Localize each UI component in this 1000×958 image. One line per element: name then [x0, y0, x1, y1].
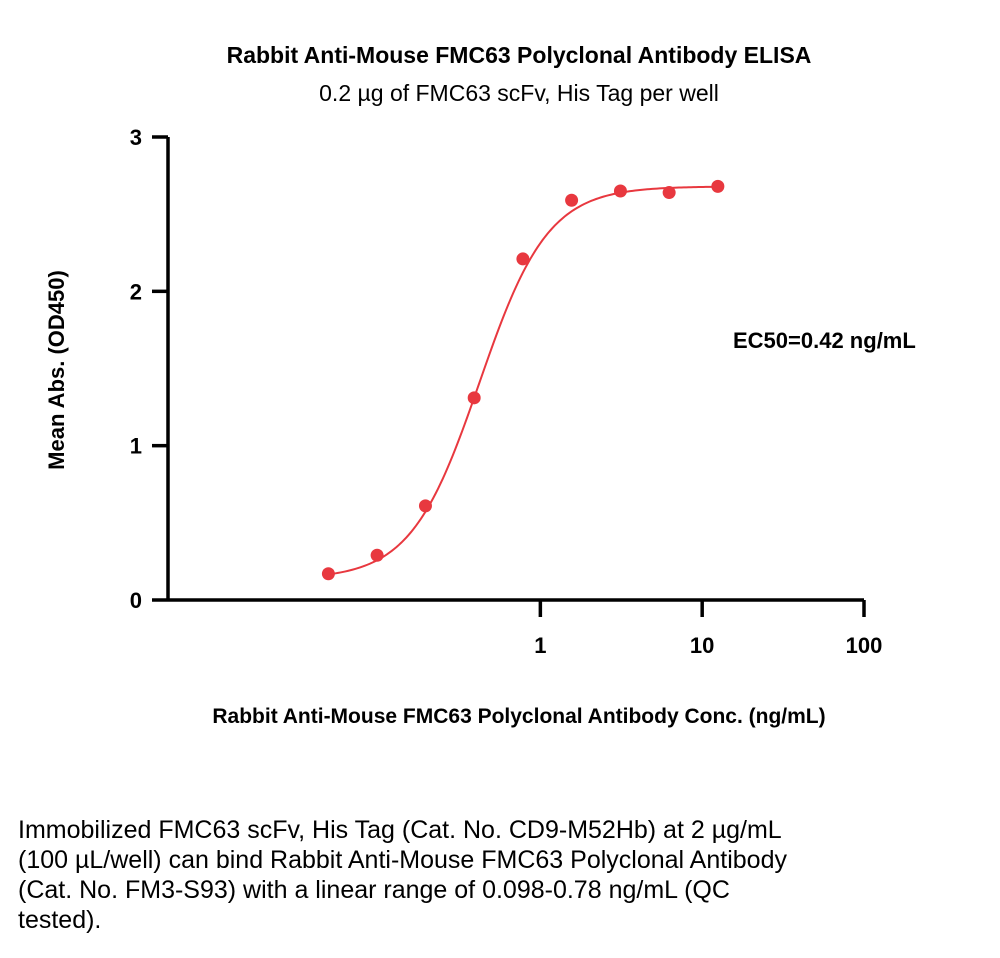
fit-curve — [328, 185, 718, 576]
y-tick-label: 0 — [130, 588, 142, 613]
y-tick-label: 3 — [130, 125, 142, 150]
y-axis-label: Mean Abs. (OD450) — [44, 270, 69, 470]
data-point — [370, 548, 384, 562]
ec50-annotation: EC50=0.42 ng/mL — [733, 328, 916, 353]
data-point — [613, 184, 627, 198]
data-point — [418, 499, 432, 513]
x-tick-label: 100 — [846, 633, 883, 658]
data-point — [516, 252, 530, 266]
data-points-layer — [321, 179, 725, 581]
y-tick-label: 1 — [130, 434, 142, 459]
x-tick-label: 1 — [534, 633, 546, 658]
fit-curve-layer — [328, 185, 718, 576]
chart-subtitle: 0.2 µg of FMC63 scFv, His Tag per well — [319, 80, 719, 106]
data-point — [467, 391, 481, 405]
elisa-chart: Rabbit Anti-Mouse FMC63 Polyclonal Antib… — [44, 42, 916, 728]
axes: 0 1 2 3 1 10 100 — [130, 125, 883, 658]
data-point — [711, 179, 725, 193]
chart-title: Rabbit Anti-Mouse FMC63 Polyclonal Antib… — [227, 42, 812, 68]
x-tick-label: 10 — [690, 633, 714, 658]
y-tick-label: 2 — [130, 279, 142, 304]
figure-caption: Immobilized FMC63 scFv, His Tag (Cat. No… — [18, 816, 787, 934]
data-point — [662, 186, 676, 200]
data-point — [321, 567, 335, 581]
x-axis-label: Rabbit Anti-Mouse FMC63 Polyclonal Antib… — [212, 705, 825, 728]
data-point — [565, 193, 579, 207]
